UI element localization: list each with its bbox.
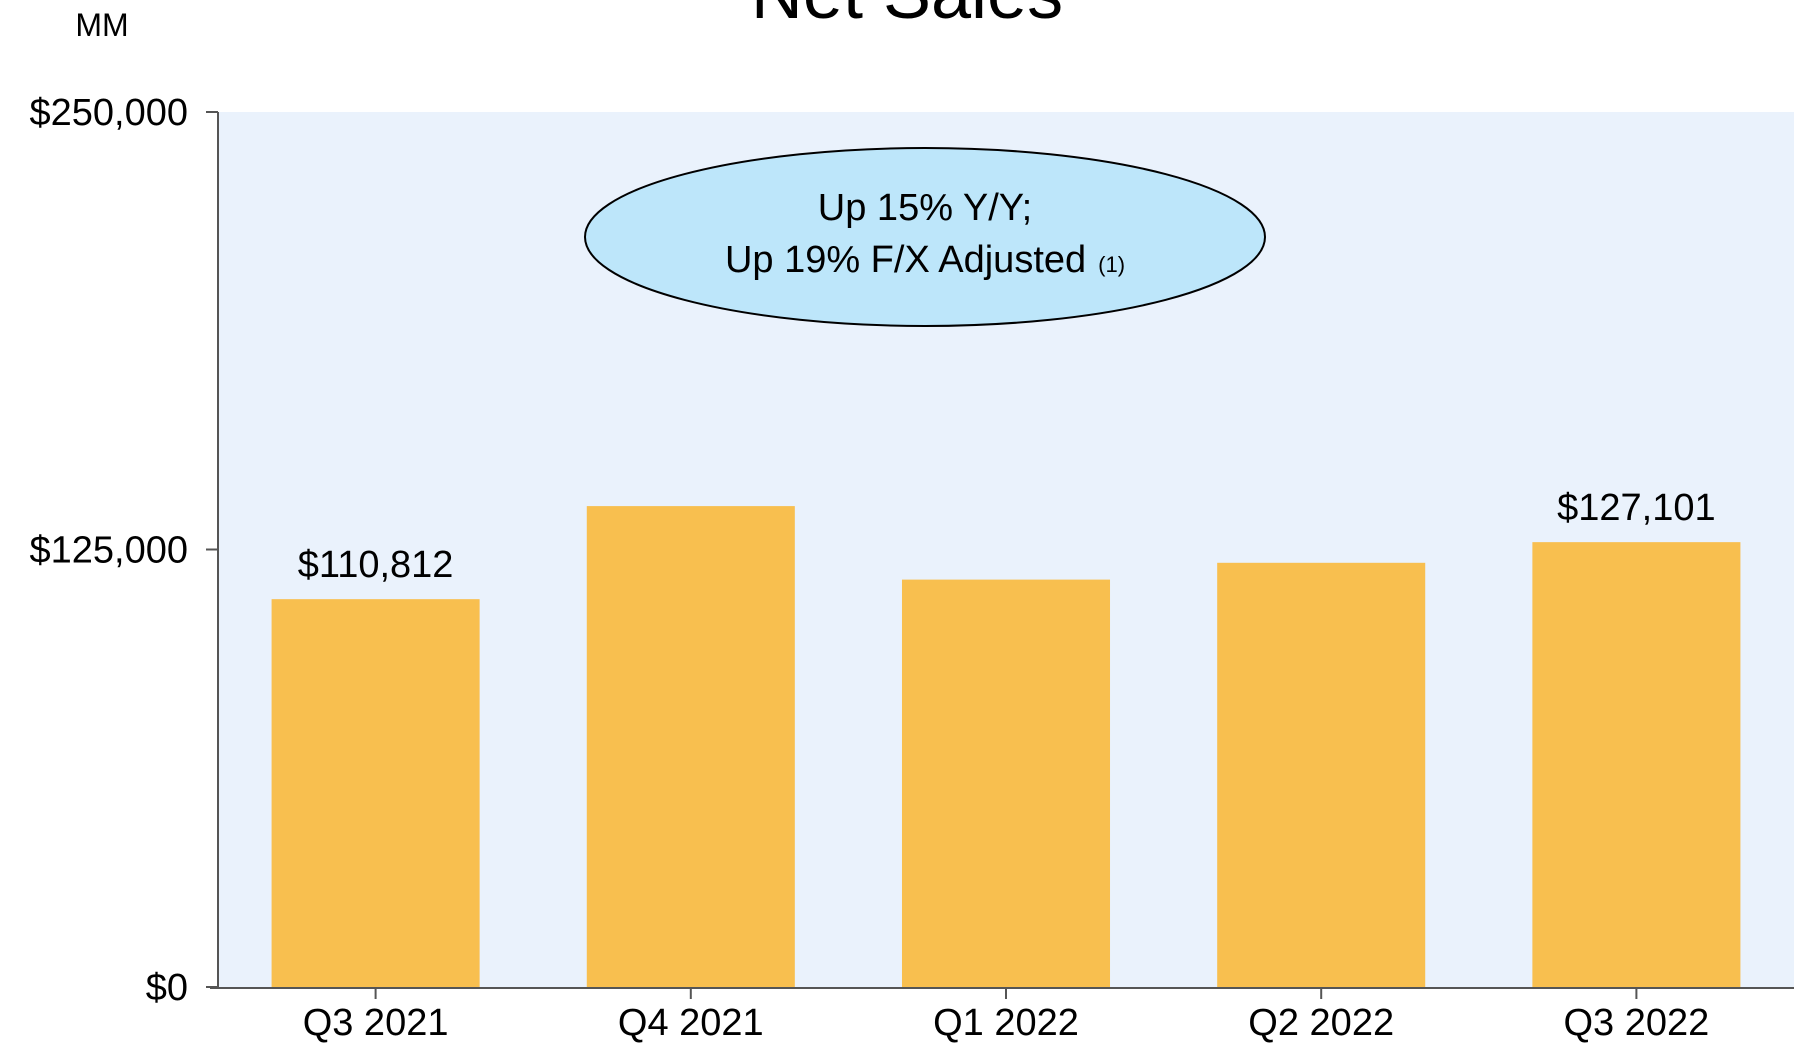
bar [271,599,480,987]
chart-title: Net Sales [751,0,1063,34]
x-tick-label: Q2 2022 [1248,1002,1394,1044]
x-tick-label: Q3 2021 [303,1002,449,1044]
y-tick-label: $125,000 [30,530,189,572]
bar [901,579,1111,987]
bar [1532,542,1741,987]
x-tick-label: Q1 2022 [933,1002,1079,1044]
bar [586,506,795,987]
bars [271,506,1741,987]
unit-label: MM [75,7,128,43]
annotation-text: Up 19% F/X Adjusted [725,239,1086,281]
annotation-bubble [584,147,1266,327]
annotation-line: Up 15% Y/Y; [818,187,1032,229]
annotation-line: Up 19% F/X Adjusted (1) [725,239,1125,281]
bar [1217,562,1426,987]
annotation-text: Up 15% Y/Y; [818,187,1032,229]
y-tick-label: $0 [146,967,188,1009]
data-label: $110,812 [298,544,454,586]
annotation-footnote: (1) [1098,252,1125,277]
annotation: Up 15% Y/Y; Up 19% F/X Adjusted (1) [584,147,1266,327]
x-tick-label: Q3 2022 [1564,1002,1710,1044]
x-tick-label: Q4 2021 [618,1002,764,1044]
y-tick-label: $250,000 [30,92,189,134]
data-label: $127,101 [1557,487,1716,529]
